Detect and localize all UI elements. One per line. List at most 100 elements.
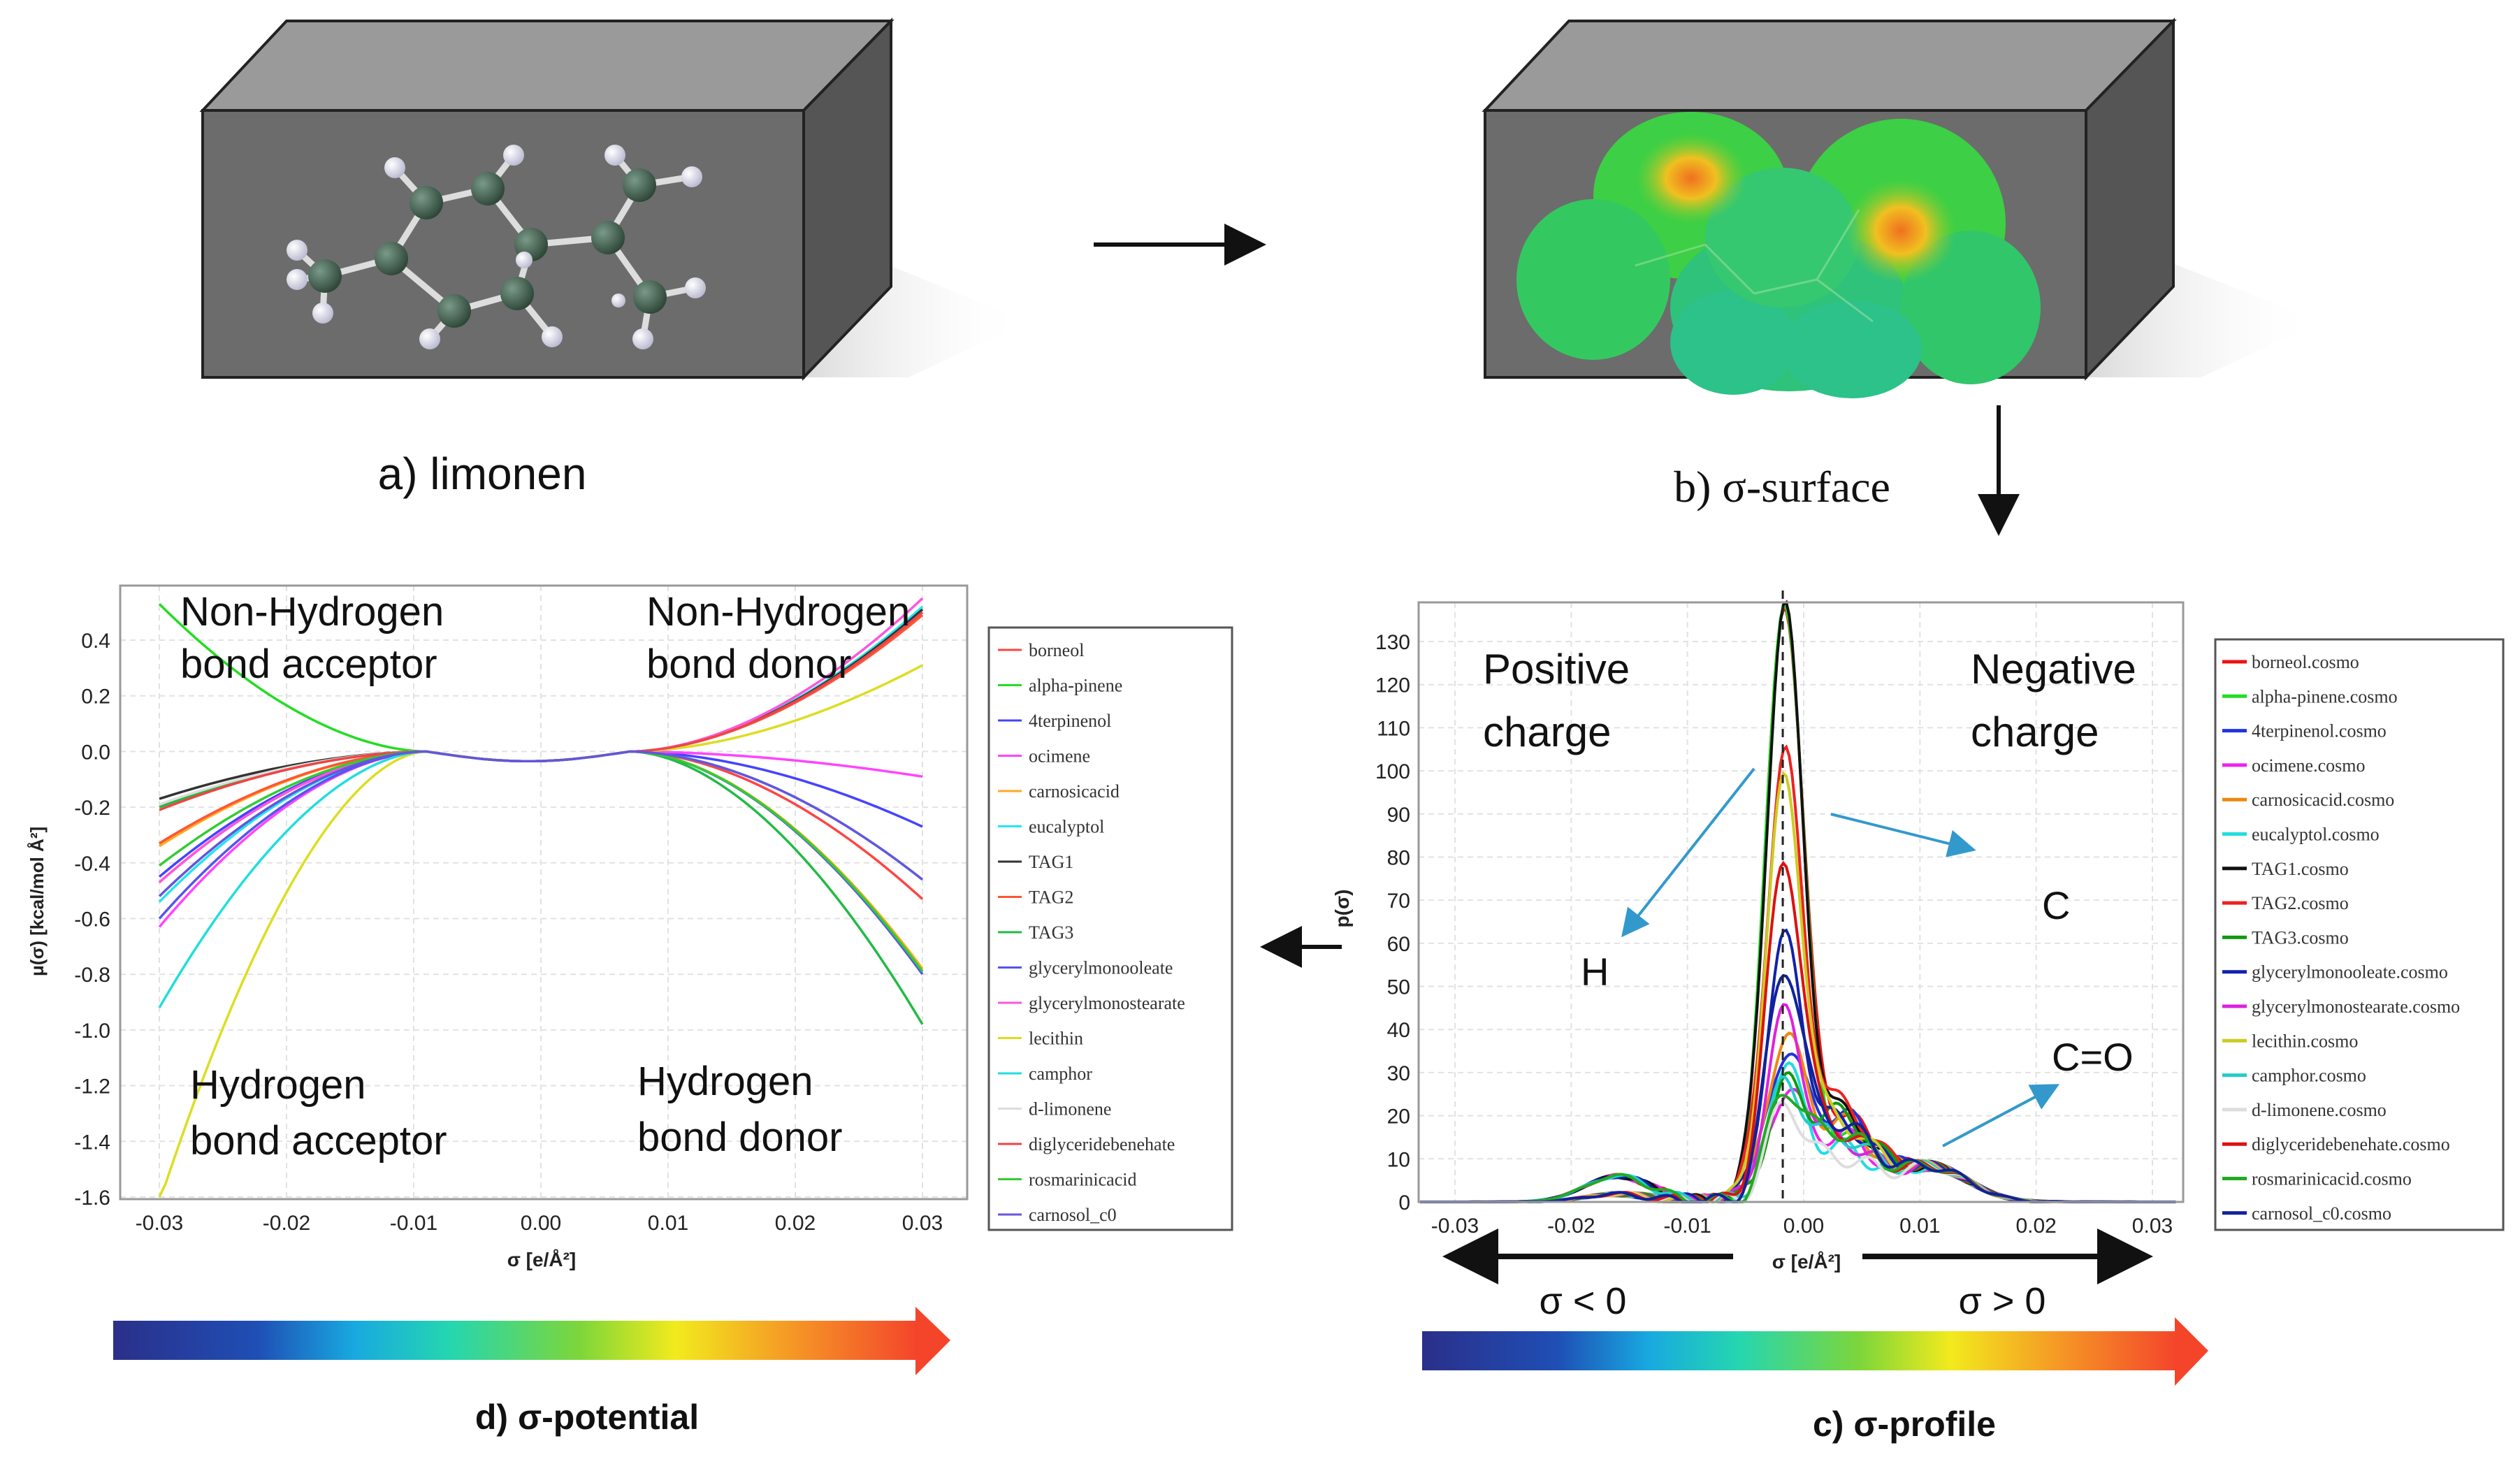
carbon-atoms — [308, 168, 667, 328]
profile-x-tick-label: 0.03 — [2132, 1215, 2173, 1238]
profile-x-axis: -0.03 -0.02 -0.01 0.00 0.01 0.02 0.03 — [1431, 1215, 2173, 1238]
potential-plot-frame — [119, 584, 969, 1201]
potential-y-tick-label: -0.8 — [74, 964, 110, 987]
potential-legend-entry: glycerylmonooleate — [1029, 958, 1173, 978]
profile-x-tick-label: 0.02 — [2015, 1215, 2056, 1238]
potential-legend-entry: TAG1 — [1029, 852, 1073, 872]
c-annotation-arrow — [1830, 813, 1976, 857]
profile-y-tick-label: 60 — [1387, 933, 1410, 956]
profile-series-eucalyptol.cosmo — [1420, 1061, 2176, 1203]
sigma-negative-label: σ < 0 — [1540, 1280, 1627, 1322]
potential-legend-entry: diglyceridebenehate — [1029, 1134, 1175, 1154]
panel-a: a) limonen — [199, 17, 1027, 499]
region-label-top-right-line1: Non-Hydrogen — [646, 589, 910, 635]
potential-grid — [120, 586, 967, 1199]
profile-legend-entry: lecithin.cosmo — [2252, 1031, 2358, 1051]
profile-y-tick-label: 70 — [1387, 890, 1410, 913]
potential-legend-entry: 4terpinenol — [1029, 711, 1111, 731]
caption-d: d) σ-potential — [475, 1398, 699, 1437]
profile-legend-box — [2214, 638, 2505, 1231]
sigma-surface-blob — [1516, 112, 2041, 398]
profile-y-tick-label: 20 — [1387, 1106, 1410, 1129]
potential-x-tick-label: 0.02 — [775, 1212, 816, 1235]
potential-series-lines — [158, 597, 924, 1198]
region-label-top-left-line2: bond acceptor — [180, 641, 437, 687]
potential-y-tick-label: -1.6 — [74, 1187, 110, 1210]
profile-legend-entry: TAG3.cosmo — [2252, 927, 2349, 948]
potential-region-labels: Non-Hydrogen bond acceptor Non-Hydrogen … — [180, 589, 910, 1164]
profile-y-tick-label: 100 — [1375, 760, 1410, 783]
profile-legend: borneol.cosmo alpha-pinene.cosmo 4terpinen… — [2222, 652, 2460, 1224]
caption-a: a) limonen — [378, 449, 587, 499]
region-label-bottom-right-line2: bond donor — [637, 1115, 842, 1160]
region-label-top-left-line1: Non-Hydrogen — [180, 589, 444, 635]
potential-legend-entry: glycerylmonostearate — [1029, 993, 1185, 1013]
profile-legend-entry: diglyceridebenehate.cosmo — [2252, 1134, 2450, 1154]
profile-plot-frame — [1417, 601, 2185, 1203]
atom-label-h: H — [1581, 950, 1609, 994]
potential-x-tick-label: -0.02 — [263, 1212, 310, 1235]
profile-x-tick-label: 0.00 — [1783, 1215, 1824, 1238]
box-top — [199, 20, 895, 112]
caption-b: b) σ-surface — [1674, 462, 1890, 512]
potential-legend-entry: carnosicacid — [1029, 781, 1120, 802]
atom-label-c: C — [2042, 883, 2070, 927]
profile-x-tick-label: -0.02 — [1547, 1215, 1595, 1238]
potential-x-tick-label: 0.01 — [648, 1212, 688, 1235]
potential-y-tick-label: -1.0 — [74, 1020, 110, 1043]
atom-label-co: C=O — [2052, 1035, 2134, 1079]
potential-legend-entry: ocimene — [1029, 746, 1090, 767]
spectrum-arrowhead-d — [915, 1307, 950, 1375]
potential-y-tick-label: -0.4 — [74, 853, 110, 876]
panel-b: b) σ-surface — [1482, 17, 2320, 512]
potential-x-tick-label: 0.00 — [521, 1212, 561, 1235]
negative-charge-label-line2: charge — [1971, 709, 2099, 755]
positive-charge-label-line1: Positive — [1483, 646, 1630, 693]
profile-y-tick-label: 80 — [1387, 846, 1410, 869]
potential-legend: borneol alpha-pinene 4terpinenol ocimene car… — [998, 640, 1185, 1225]
caption-c: c) σ-profile — [1813, 1405, 1996, 1444]
potential-x-tick-label: -0.01 — [390, 1212, 437, 1235]
profile-y-axis: 0 10 20 30 40 50 60 70 80 90 100 110 120 130 — [1375, 631, 1410, 1215]
profile-legend-entry: ocimene.cosmo — [2252, 755, 2365, 776]
profile-legend-entry: d-limonene.cosmo — [2252, 1100, 2387, 1120]
co-annotation-arrow — [1942, 1084, 2060, 1147]
hydrogen-atoms — [287, 145, 706, 349]
potential-legend-entry: TAG2 — [1029, 887, 1073, 908]
profile-annotations: Positive charge Negative charge H C C=O — [1483, 646, 2136, 1079]
potential-y-tick-label: -1.2 — [74, 1075, 110, 1099]
profile-x-tick-label: -0.03 — [1431, 1215, 1479, 1238]
potential-x-axis: -0.03 -0.02 -0.01 0.00 0.01 0.02 0.03 — [136, 1212, 943, 1235]
profile-legend-entry: alpha-pinene.cosmo — [2252, 686, 2398, 706]
spectrum-bar-d — [113, 1321, 917, 1360]
potential-y-tick-label: 0.0 — [81, 741, 110, 764]
potential-legend-entry: eucalyptol — [1029, 817, 1104, 837]
panel-c: p(σ) 0 10 20 30 40 50 60 70 80 90 100 110 120 130 -0.… — [1331, 590, 2505, 1444]
profile-legend-entry: glycerylmonostearate.cosmo — [2252, 996, 2460, 1017]
potential-legend-entry: camphor — [1029, 1064, 1092, 1084]
potential-legend-entry: d-limonene — [1029, 1099, 1111, 1119]
profile-y-tick-label: 50 — [1387, 976, 1410, 999]
profile-y-tick-label: 130 — [1375, 631, 1410, 654]
region-label-bottom-left-line2: bond acceptor — [190, 1118, 447, 1164]
potential-x-tick-label: -0.03 — [136, 1212, 183, 1235]
profile-legend-entry: 4terpinenol.cosmo — [2252, 721, 2387, 741]
positive-charge-label-line2: charge — [1483, 709, 1611, 755]
negative-charge-label-line1: Negative — [1971, 646, 2136, 693]
region-label-bottom-left-line1: Hydrogen — [190, 1062, 365, 1108]
profile-y-tick-label: 90 — [1387, 804, 1410, 827]
potential-x-tick-label: 0.03 — [902, 1212, 943, 1235]
potential-y-tick-label: -0.2 — [74, 797, 110, 820]
profile-legend-entry: rosmarinicacid.cosmo — [2252, 1169, 2412, 1189]
profile-legend-entry: borneol.cosmo — [2252, 652, 2359, 672]
profile-y-tick-label: 0 — [1398, 1191, 1410, 1215]
profile-legend-entry: TAG1.cosmo — [2252, 859, 2349, 879]
profile-legend-entry: carnosicacid.cosmo — [2252, 790, 2394, 810]
profile-x-tick-label: 0.01 — [1899, 1215, 1940, 1238]
potential-legend-entry: carnosol_c0 — [1029, 1205, 1117, 1225]
box-top — [1482, 20, 2177, 112]
profile-y-tick-label: 40 — [1387, 1019, 1410, 1042]
potential-y-tick-label: -0.6 — [74, 908, 110, 932]
spectrum-arrowhead-c — [2175, 1317, 2208, 1386]
